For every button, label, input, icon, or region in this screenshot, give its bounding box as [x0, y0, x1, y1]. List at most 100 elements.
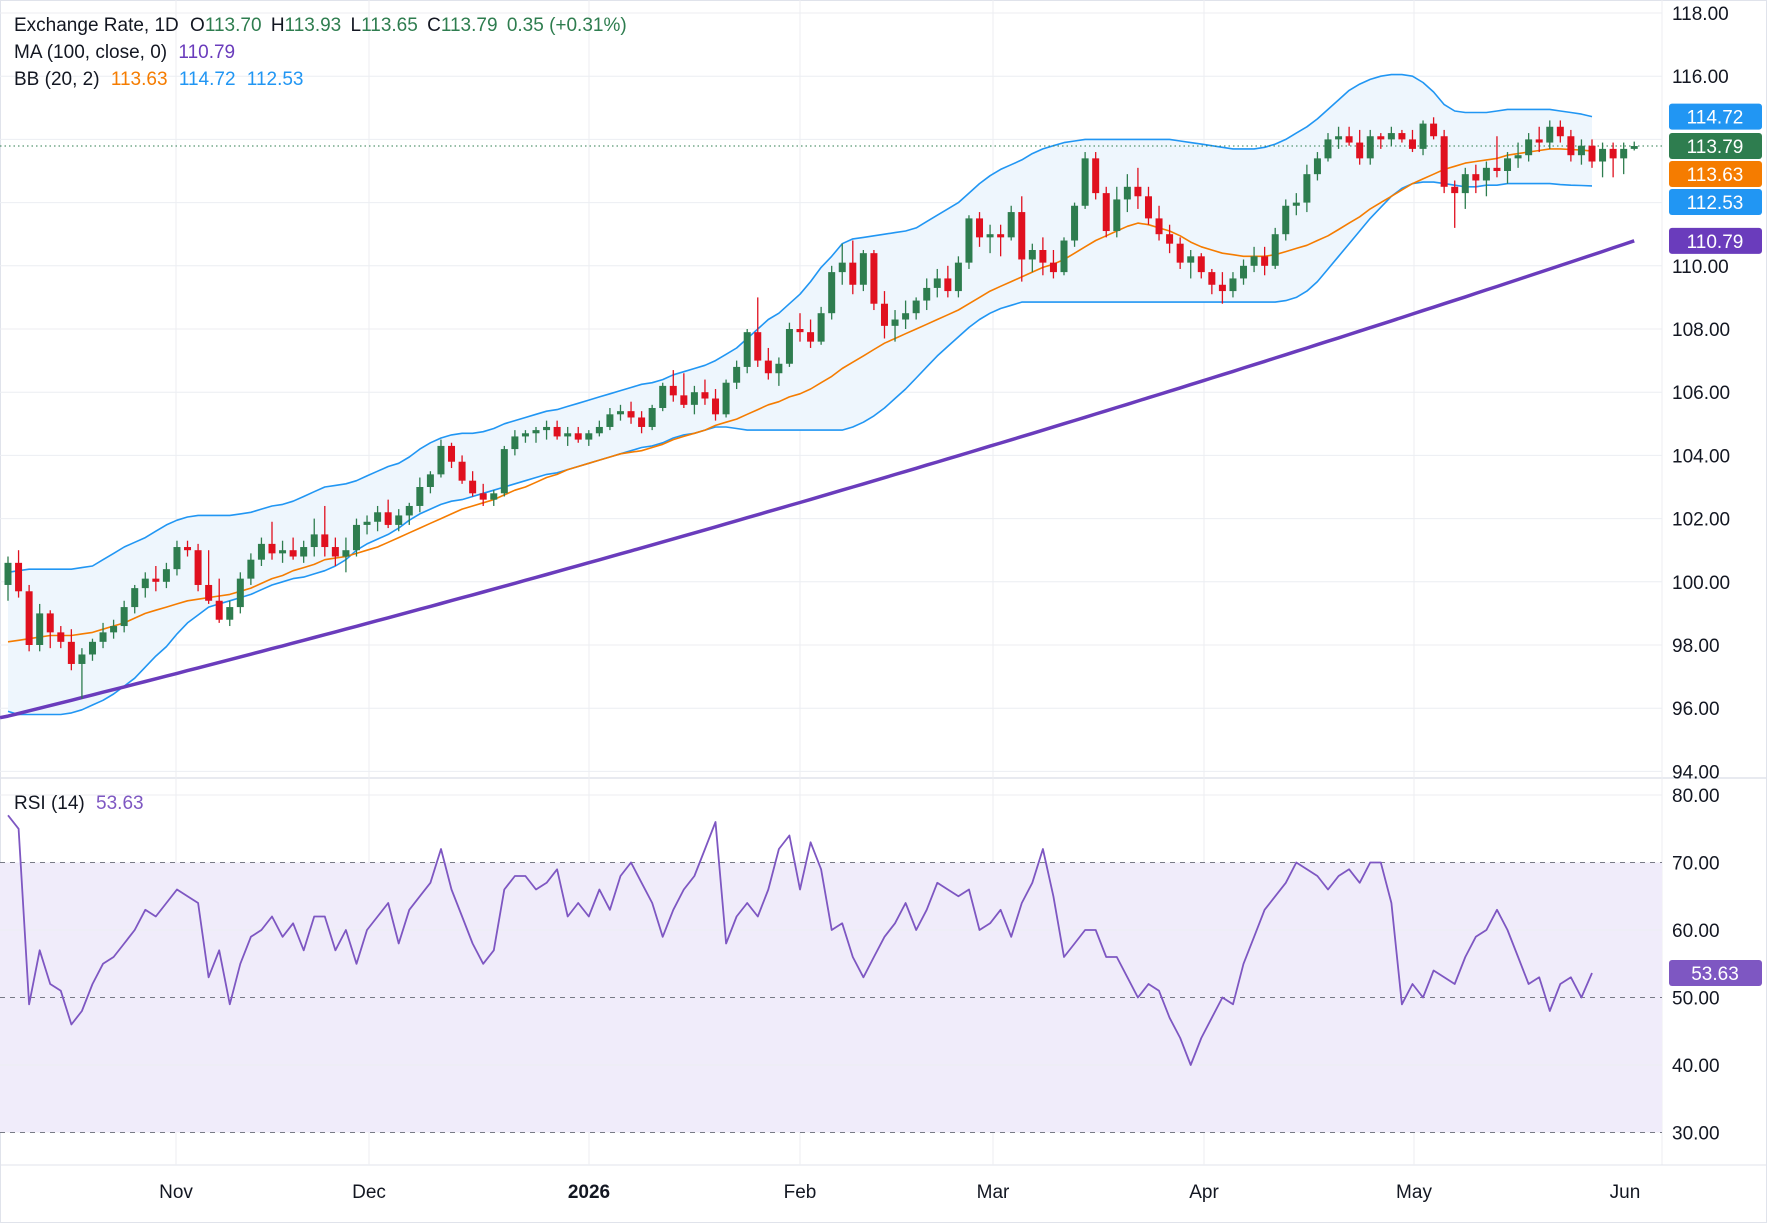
price-badge-bb-lower — [1669, 189, 1762, 216]
y-tick-label: 118.00 — [1672, 4, 1729, 25]
candle-body — [849, 262, 857, 285]
candle — [46, 610, 54, 649]
candle-body — [1187, 256, 1195, 263]
rsi-line — [7, 814, 1593, 1066]
candle-body — [1176, 243, 1184, 263]
candle — [627, 401, 635, 424]
candle-body — [1461, 174, 1469, 194]
candle — [870, 250, 878, 311]
rsi-legend: RSI (14) 53.63 — [14, 790, 150, 817]
candle-body — [859, 253, 867, 285]
candle — [257, 537, 265, 566]
candle-body — [1250, 256, 1258, 266]
candle-body — [57, 632, 65, 642]
x-tick-label: May — [1396, 1182, 1432, 1203]
candle-body — [184, 547, 192, 551]
candle-body — [754, 332, 762, 361]
candle — [680, 373, 688, 408]
candle — [1303, 164, 1311, 213]
candle — [891, 310, 899, 342]
candle — [500, 445, 508, 497]
candle-body — [1345, 136, 1353, 143]
candle — [1018, 196, 1026, 282]
candle — [236, 572, 244, 614]
candle-body — [1240, 265, 1248, 279]
candle-body — [553, 426, 561, 437]
candle — [838, 243, 846, 285]
candle — [511, 430, 519, 456]
candle — [1577, 139, 1585, 165]
legend-row-ohlc: Exchange Rate, 1D O113.70 H113.93 L113.6… — [14, 12, 633, 39]
candle — [648, 404, 656, 431]
y-tick-label: 110.00 — [1672, 257, 1729, 278]
y-tick-label: 96.00 — [1672, 699, 1720, 720]
candle — [1007, 205, 1015, 241]
price-badge-text: 114.72 — [1687, 108, 1744, 129]
price-badge-last — [1669, 133, 1762, 160]
candle — [4, 556, 12, 601]
candle — [1049, 250, 1057, 279]
candle — [859, 250, 867, 292]
candle-body — [933, 278, 941, 288]
candle-body — [1313, 158, 1321, 175]
candle-body — [1377, 136, 1385, 140]
candle-body — [1271, 234, 1279, 266]
candle-body — [1303, 174, 1311, 203]
candle — [1229, 272, 1237, 298]
x-tick-label: Nov — [159, 1182, 193, 1203]
legend-ma-value: 110.79 — [178, 42, 236, 63]
candle-body — [1493, 167, 1501, 171]
candle — [1144, 186, 1152, 225]
candle-body — [902, 313, 910, 320]
candle-body — [289, 550, 297, 557]
candle — [690, 385, 698, 415]
candle-body — [870, 253, 878, 304]
candle-body — [162, 569, 170, 582]
rsi-y-tick-label: 50.00 — [1672, 989, 1720, 1010]
candle — [490, 490, 498, 506]
candle-body — [1356, 142, 1364, 159]
price-badge-text: 113.79 — [1687, 137, 1744, 158]
x-tick-label: Dec — [352, 1182, 386, 1203]
candle-body — [1419, 123, 1427, 149]
candle-body — [226, 607, 234, 620]
candle-body — [1482, 167, 1490, 181]
candle-body — [817, 313, 825, 342]
legend-open: O113.70 — [190, 15, 261, 36]
candle-body — [1229, 278, 1237, 292]
candle — [659, 382, 667, 412]
candle — [521, 430, 529, 443]
candle-body — [1620, 148, 1628, 159]
rsi-y-tick-label: 30.00 — [1672, 1124, 1720, 1145]
candle-body — [4, 562, 12, 585]
candle — [1356, 129, 1364, 165]
candle — [574, 426, 582, 443]
candle-body — [131, 588, 139, 608]
candle — [1387, 126, 1395, 146]
candle — [912, 297, 920, 320]
candle — [247, 553, 255, 585]
candle-body — [712, 398, 720, 415]
candle-body — [310, 534, 318, 548]
candle-body — [606, 414, 614, 427]
candle-body — [733, 366, 741, 383]
candle — [173, 540, 181, 576]
candle-body — [1451, 186, 1459, 194]
candle-body — [405, 505, 413, 516]
candle-body — [944, 278, 952, 292]
candle-body — [1261, 256, 1269, 266]
candle — [669, 370, 677, 402]
candle — [976, 212, 984, 247]
candle — [205, 550, 213, 604]
candle-body — [458, 461, 466, 481]
bb-lower-line — [7, 181, 1593, 716]
candle-body — [1335, 136, 1343, 140]
candle — [722, 379, 730, 418]
legend-row-ma: MA (100, close, 0) 110.79 — [14, 39, 633, 66]
candle — [564, 426, 572, 446]
candle — [1282, 199, 1290, 241]
candle — [78, 648, 86, 699]
candle — [88, 638, 96, 661]
y-tick-label: 94.00 — [1672, 762, 1720, 783]
candle — [1630, 141, 1638, 151]
